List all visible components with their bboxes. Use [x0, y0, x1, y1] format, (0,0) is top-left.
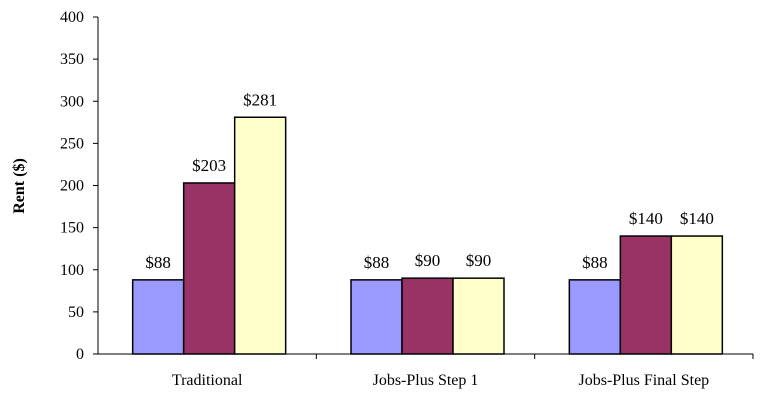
- y-tick-label: 50: [68, 304, 84, 321]
- y-axis-title-group: Rent ($): [11, 158, 28, 214]
- y-tick-label: 300: [60, 93, 84, 110]
- bar: [670, 235, 724, 355]
- y-tick-label: 100: [60, 262, 84, 279]
- bar: [568, 279, 622, 355]
- data-label: $88: [145, 253, 171, 272]
- x-category-label: Jobs-Plus Final Step: [578, 372, 709, 389]
- bar: [619, 235, 673, 355]
- bar: [131, 279, 185, 355]
- data-label: $140: [680, 209, 714, 228]
- bar: [182, 182, 236, 355]
- x-category-label: Traditional: [172, 372, 243, 389]
- y-tick-label: 250: [60, 135, 84, 152]
- bar: [350, 279, 403, 355]
- data-label: $90: [415, 251, 441, 270]
- bar: [401, 277, 454, 355]
- data-label: $90: [466, 251, 492, 270]
- data-label: $281: [243, 90, 277, 109]
- data-labels: $88 $203 $281 $88 $90 $90 $88 $140 $140: [145, 90, 713, 272]
- y-tick-label: 350: [60, 51, 84, 68]
- x-category-label: Jobs-Plus Step 1: [373, 372, 479, 389]
- data-label: $88: [364, 253, 390, 272]
- bar-marks: [131, 116, 724, 355]
- data-label: $88: [582, 253, 608, 272]
- y-axis-title: Rent ($): [11, 158, 28, 214]
- y-tick-label: 400: [60, 9, 84, 26]
- data-label: $203: [192, 156, 226, 175]
- bar: [452, 277, 505, 355]
- data-label: $140: [629, 209, 663, 228]
- category-labels: Traditional Jobs-Plus Step 1 Jobs-Plus Fin…: [172, 372, 709, 389]
- y-axis-ticks: 0 50 100 150 200 250 300 350 400: [60, 9, 754, 363]
- y-tick-label: 150: [60, 220, 84, 237]
- y-tick-label: 200: [60, 178, 84, 195]
- bar: [233, 116, 287, 355]
- y-tick-label: 0: [76, 346, 84, 363]
